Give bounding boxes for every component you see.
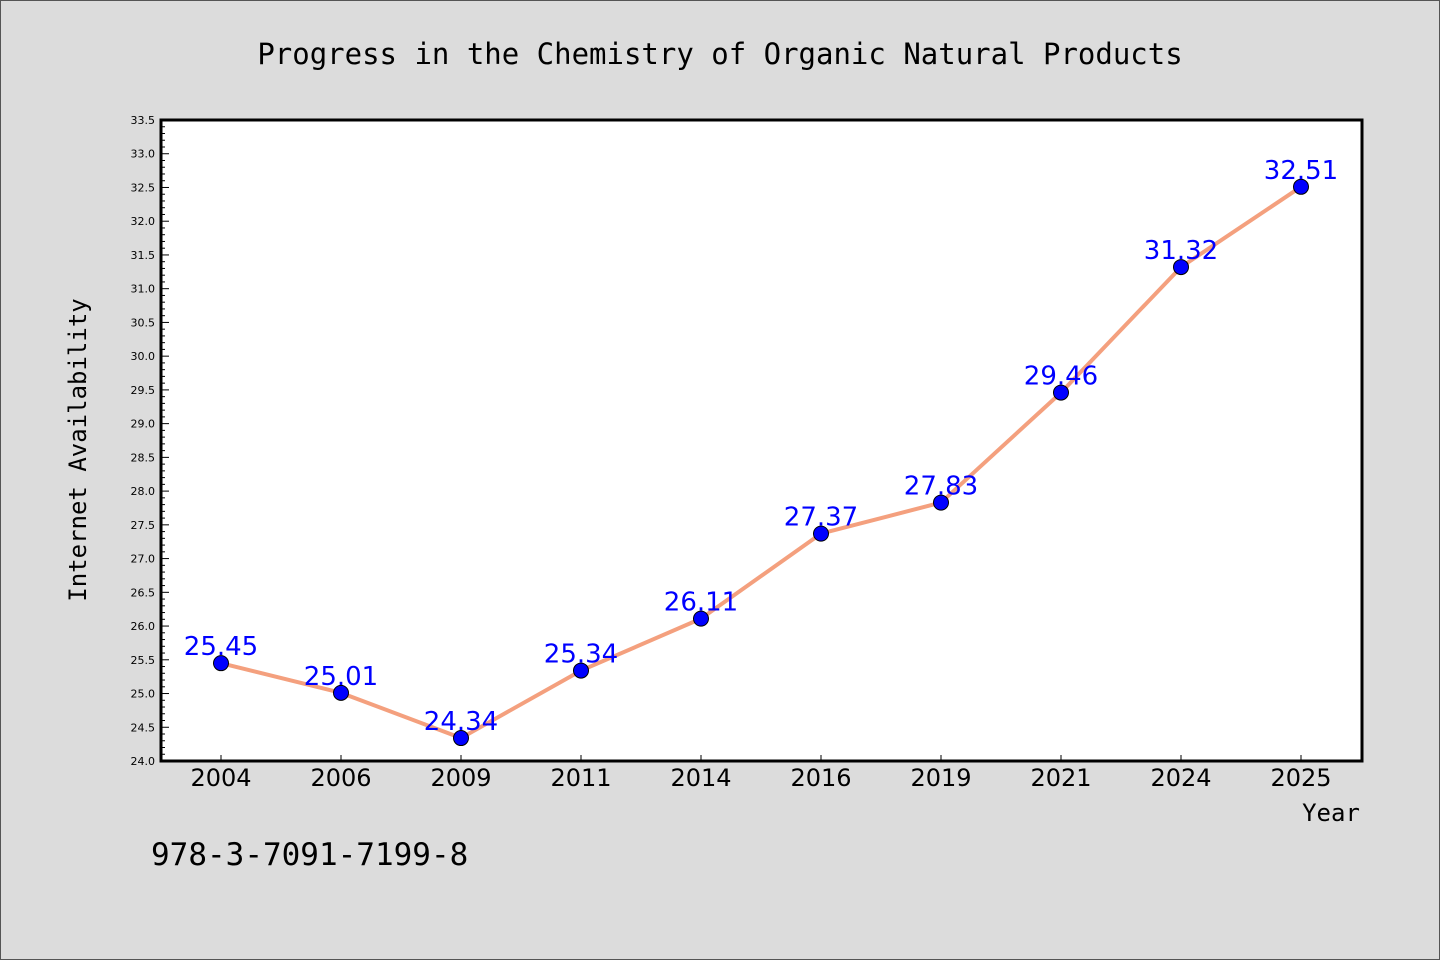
- y-tick-label: 31.5: [131, 249, 156, 262]
- isbn-footnote: 978-3-7091-7199-8: [151, 837, 468, 873]
- y-tick-label: 27.0: [131, 553, 156, 566]
- data-point: [693, 610, 709, 627]
- y-tick-label: 33.5: [131, 114, 156, 127]
- data-point: [1053, 384, 1069, 401]
- x-tick-label: 2006: [310, 764, 371, 792]
- y-tick-label: 24.5: [131, 721, 156, 734]
- data-point: [1173, 259, 1189, 276]
- plot-area: [159, 118, 1364, 763]
- data-label: 26.11: [664, 588, 738, 618]
- y-axis: 24.0 24.5 25.0 25.5 26.0 26.5 27.0 27.5 28.0 28.5…: [131, 114, 169, 768]
- x-tick-label: 2014: [670, 764, 731, 792]
- y-tick-label: 33.0: [131, 148, 156, 161]
- x-tick-label: 2011: [550, 764, 611, 792]
- data-label: 32.51: [1264, 156, 1338, 186]
- y-tick-label: 30.5: [131, 316, 156, 329]
- x-tick-label: 2004: [190, 764, 251, 792]
- y-tick-label: 29.5: [131, 384, 156, 397]
- chart-title: Progress in the Chemistry of Organic Nat…: [257, 37, 1182, 71]
- x-tick-label: 2016: [790, 764, 851, 792]
- y-tick-label: 32.0: [131, 215, 156, 228]
- y-tick-label: 26.5: [131, 586, 156, 599]
- data-label: 25.45: [184, 632, 258, 662]
- y-tick-label: 24.0: [131, 755, 156, 768]
- data-label: 27.37: [784, 503, 858, 533]
- x-tick-label: 2021: [1030, 764, 1091, 792]
- y-tick-label: 31.0: [131, 283, 156, 296]
- series: [213, 178, 1309, 747]
- y-tick-label: 27.5: [131, 519, 156, 532]
- y-tick-label: 29.0: [131, 418, 156, 431]
- data-point: [813, 525, 829, 542]
- y-tick-label: 25.0: [131, 688, 156, 701]
- data-labels: 25.45 25.01 24.34 25.34 26.11 27.37 27.83 29.46…: [184, 156, 1338, 737]
- data-label: 31.32: [1144, 236, 1218, 266]
- data-point: [933, 494, 949, 511]
- data-point: [453, 730, 469, 747]
- y-tick-label: 28.0: [131, 485, 156, 498]
- x-tick-label: 2019: [910, 764, 971, 792]
- y-tick-label: 32.5: [131, 181, 156, 194]
- data-label: 25.01: [304, 662, 378, 692]
- data-label: 29.46: [1024, 362, 1098, 392]
- x-tick-label: 2009: [430, 764, 491, 792]
- x-axis-label: Year: [1302, 799, 1360, 827]
- y-tick-label: 26.0: [131, 620, 156, 633]
- data-point: [573, 662, 589, 679]
- data-label: 27.83: [904, 472, 978, 502]
- series-line: [219, 184, 1303, 741]
- y-axis-label: Internet Availability: [64, 298, 92, 601]
- data-label: 24.34: [424, 707, 498, 737]
- data-label: 25.34: [544, 640, 618, 670]
- data-point: [213, 655, 229, 672]
- x-axis: 2004 2006 2009 2011 2014 2016 2019 2021 2024 2025: [190, 755, 1332, 792]
- x-tick-label: 2024: [1150, 764, 1211, 792]
- y-tick-label: 30.0: [131, 350, 156, 363]
- data-point: [333, 684, 349, 701]
- data-point: [1293, 178, 1309, 195]
- y-tick-label: 25.5: [131, 654, 156, 667]
- x-tick-label: 2025: [1270, 764, 1331, 792]
- y-tick-label: 28.5: [131, 451, 156, 464]
